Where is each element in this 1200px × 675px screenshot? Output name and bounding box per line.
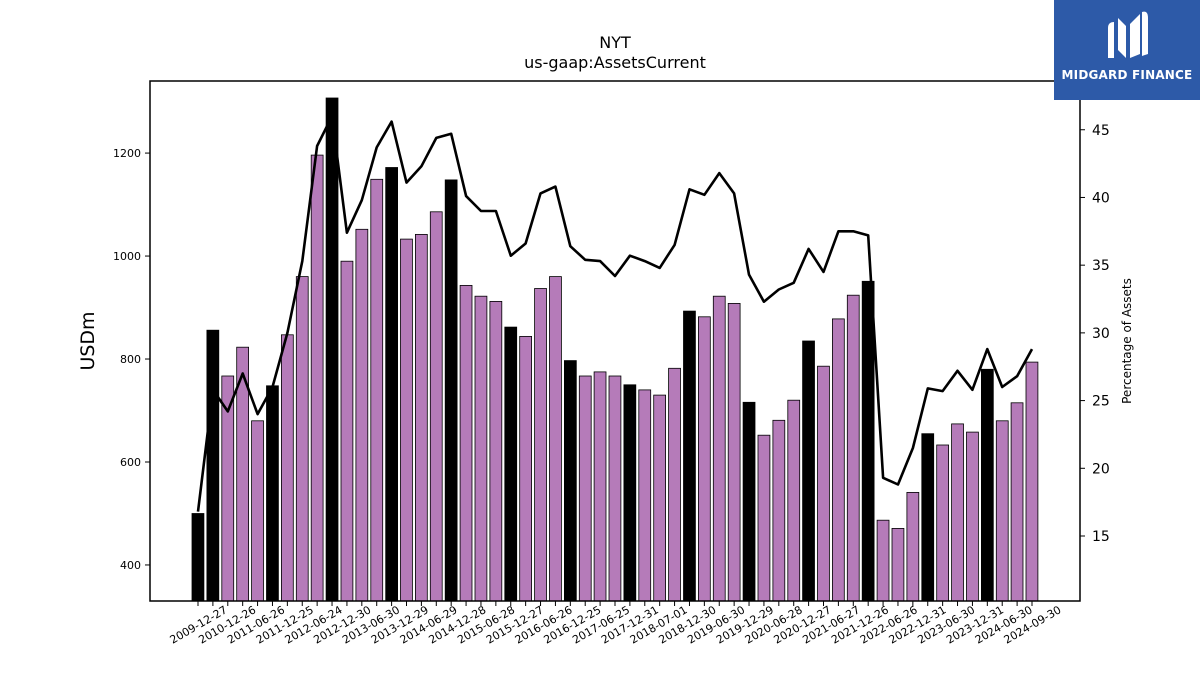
x-axis: 2009-12-272010-12-262011-06-262011-12-25… bbox=[168, 601, 1064, 647]
y2-tick-label: 45 bbox=[1092, 123, 1110, 139]
bar bbox=[385, 167, 399, 602]
y-axis-label: USDm bbox=[77, 311, 99, 370]
bar bbox=[370, 178, 384, 602]
bar bbox=[340, 260, 354, 602]
bars-layer bbox=[191, 97, 1039, 602]
bar bbox=[966, 431, 979, 602]
logo-text: MIDGARD FINANCE bbox=[1061, 68, 1193, 82]
bar bbox=[504, 326, 518, 602]
y2-axis-label: Percentage of Assets bbox=[1120, 278, 1134, 404]
pct-line bbox=[196, 114, 1034, 512]
bar bbox=[727, 302, 741, 602]
bar bbox=[876, 519, 890, 602]
bar bbox=[757, 434, 771, 602]
bar bbox=[787, 399, 801, 602]
bar bbox=[861, 280, 875, 602]
bar bbox=[414, 233, 428, 602]
bar bbox=[578, 375, 592, 602]
bar bbox=[1010, 402, 1024, 602]
y2-tick-label: 30 bbox=[1092, 326, 1110, 342]
y-tick-label: 800 bbox=[120, 353, 141, 366]
bar bbox=[712, 295, 726, 602]
bar bbox=[549, 276, 562, 602]
y-tick-label: 1200 bbox=[113, 147, 141, 160]
bar bbox=[653, 394, 667, 602]
bar bbox=[623, 384, 637, 602]
y2-tick-label: 35 bbox=[1092, 258, 1110, 274]
y2-tick-label: 25 bbox=[1092, 394, 1110, 410]
bar bbox=[489, 300, 503, 602]
logo-mark-icon bbox=[1108, 11, 1148, 58]
bar bbox=[608, 375, 622, 602]
bar bbox=[921, 433, 935, 602]
y-tick-label: 1000 bbox=[113, 250, 141, 263]
bar bbox=[429, 211, 443, 602]
bar bbox=[951, 423, 964, 602]
bar bbox=[817, 365, 830, 602]
bar bbox=[802, 340, 815, 602]
bar bbox=[846, 294, 860, 602]
y-tick-label: 400 bbox=[120, 559, 141, 572]
pct-line-layer bbox=[196, 114, 1034, 512]
y-axis-left: 400 600 800 1000 1200 bbox=[113, 147, 150, 572]
bar bbox=[668, 367, 681, 602]
bar bbox=[310, 154, 324, 602]
bar bbox=[891, 528, 905, 602]
bar bbox=[534, 288, 547, 602]
bar bbox=[638, 389, 652, 602]
bar bbox=[355, 228, 369, 602]
bar bbox=[325, 97, 339, 602]
bar bbox=[295, 276, 309, 602]
y2-tick-label: 20 bbox=[1092, 461, 1110, 477]
bar bbox=[400, 238, 413, 602]
chart-title: NYT bbox=[599, 33, 631, 52]
bar bbox=[936, 444, 950, 602]
bar bbox=[593, 371, 607, 602]
bar bbox=[191, 513, 205, 602]
y-tick-label: 600 bbox=[120, 456, 141, 469]
bar bbox=[906, 491, 920, 602]
bar bbox=[698, 316, 711, 602]
bar bbox=[683, 310, 696, 602]
bar bbox=[444, 179, 458, 602]
bar bbox=[251, 420, 264, 602]
bar bbox=[564, 360, 577, 602]
bar bbox=[459, 284, 473, 602]
bar bbox=[1025, 361, 1039, 602]
brand-logo: MIDGARD FINANCE bbox=[1054, 0, 1200, 100]
bar bbox=[832, 318, 845, 602]
y2-tick-label: 40 bbox=[1092, 190, 1110, 206]
bar bbox=[742, 401, 756, 602]
y2-tick-label: 15 bbox=[1092, 529, 1110, 545]
bar bbox=[981, 368, 994, 602]
bar bbox=[206, 329, 220, 602]
chart-subtitle: us-gaap:AssetsCurrent bbox=[524, 53, 706, 72]
bar bbox=[519, 335, 533, 602]
bar bbox=[995, 420, 1009, 602]
bar bbox=[280, 334, 294, 602]
bar bbox=[772, 419, 786, 602]
y-axis-right: 15 20 25 30 35 40 45 bbox=[1080, 123, 1110, 545]
bar bbox=[474, 295, 488, 602]
bar bbox=[266, 385, 279, 602]
